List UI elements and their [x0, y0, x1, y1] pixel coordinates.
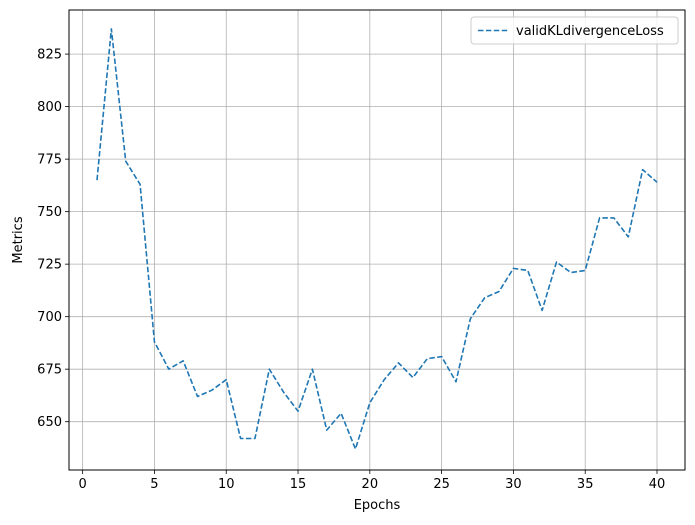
- series-layer: [96, 28, 658, 450]
- y-tick-label: 825: [37, 48, 62, 63]
- x-tick-label: 20: [362, 477, 379, 492]
- x-axis-label: Epochs: [354, 498, 401, 513]
- y-tick-label: 650: [37, 415, 62, 430]
- y-tick-label: 750: [37, 205, 62, 220]
- series-line-validKLdivergenceLoss: [96, 28, 658, 450]
- x-tick-label: 10: [218, 477, 235, 492]
- x-tick-label: 5: [150, 477, 158, 492]
- x-tick-label: 40: [649, 477, 666, 492]
- x-tick-label: 35: [577, 477, 594, 492]
- legend: validKLdivergenceLoss: [470, 16, 679, 45]
- axis-ticks: 0 5 10 15 20 25 30 35 40 650 675 700 725 750 775 800 825: [37, 48, 665, 492]
- grid-lines: [69, 10, 685, 470]
- legend-box: [470, 16, 679, 45]
- y-tick-label: 775: [37, 153, 62, 168]
- legend-entry-label: validKLdivergenceLoss: [516, 24, 664, 39]
- y-axis-label: Metrics: [11, 216, 26, 263]
- y-tick-label: 675: [37, 363, 62, 378]
- y-tick-label: 725: [37, 258, 62, 273]
- x-tick-label: 0: [79, 477, 87, 492]
- plot-frame: [68, 9, 686, 471]
- y-tick-label: 700: [37, 310, 62, 325]
- x-tick-label: 25: [433, 477, 450, 492]
- x-tick-label: 30: [505, 477, 522, 492]
- x-tick-label: 15: [290, 477, 307, 492]
- y-tick-label: 800: [37, 100, 62, 115]
